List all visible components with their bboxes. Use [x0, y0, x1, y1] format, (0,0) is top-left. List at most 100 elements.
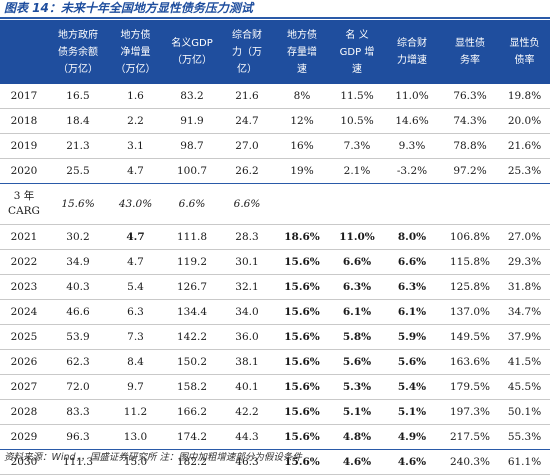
column-header-1: 地方政府 债务余额 （万亿） [48, 20, 108, 84]
column-header-5: 地方债 存量增速 [273, 20, 331, 84]
table-row: 2024 46.6 6.3 134.4 34.0 15.6% 6.1% 6.1% 137.0% 3… [0, 299, 550, 325]
table-cell [441, 183, 499, 225]
table-cell: 2.2 [108, 108, 163, 134]
table-cell: 44.3 [221, 424, 273, 450]
table-cell: 163.6% [441, 349, 499, 375]
row-year: 2026 [0, 349, 48, 375]
table-cell: 9.7 [108, 374, 163, 400]
table-cell: 4.9% [383, 424, 441, 450]
row-year-line: 3 年 [13, 190, 35, 202]
table-cell: 2.1% [331, 158, 383, 184]
table-cell: 7.3% [331, 133, 383, 159]
column-header-line: 名义GDP [171, 38, 213, 49]
table-cell: 9.3% [383, 133, 441, 159]
table-body: 2017 16.5 1.6 83.2 21.6 8% 11.5% 11.0% 76.3% 19.8… [0, 84, 550, 475]
table-cell: 25.3% [499, 158, 550, 184]
table-cell: 1.6 [108, 84, 163, 109]
table-cell: 26.2 [221, 158, 273, 184]
table-cell: 5.6% [383, 349, 441, 375]
table-cell: 11.0% [331, 224, 383, 250]
table-cell: 6.1% [331, 299, 383, 325]
column-header-line: 债务余额 [58, 46, 98, 58]
table-cell: 45.5% [499, 374, 550, 400]
column-header-line: 地方债 [120, 29, 151, 41]
table-cell: 6.6% [221, 183, 273, 225]
table-cell: 19.8% [499, 84, 550, 109]
column-header-line: 力（万 [232, 46, 262, 58]
row-year: 2022 [0, 249, 48, 275]
table-cell: 5.6% [331, 349, 383, 375]
table-cell: 27.0% [499, 224, 550, 250]
table-cell: 5.4% [383, 374, 441, 400]
column-header-line: GDP 增 [339, 46, 375, 58]
table-cell: 32.1 [221, 274, 273, 300]
column-header-line: 净增量 [120, 46, 151, 58]
column-header-2: 地方债 净增量 （万亿） [108, 20, 163, 84]
table-cell: 4.8% [331, 424, 383, 450]
debt-stress-table: 地方政府 债务余额 （万亿） 地方债 净增量 （万亿） 名义GDP （万亿） 综合财 力（万 亿）地… [0, 20, 550, 475]
table-cell: 166.2 [163, 399, 221, 425]
table-cell: 150.2 [163, 349, 221, 375]
table-cell [331, 183, 383, 225]
table-cell: 76.3% [441, 84, 499, 109]
table-cell: 42.2 [221, 399, 273, 425]
table-row: 2026 62.3 8.4 150.2 38.1 15.6% 5.6% 5.6% 163.6% 4… [0, 349, 550, 375]
row-year: 2021 [0, 224, 48, 250]
row-year: 2029 [0, 424, 48, 450]
table-cell: 15.6% [273, 374, 331, 400]
table-row: 2029 96.3 13.0 174.2 44.3 15.6% 4.8% 4.9% 217.5%… [0, 424, 550, 450]
table-cell: 83.3 [48, 399, 108, 425]
table-cell: 28.3 [221, 224, 273, 250]
table-cell: 7.3 [108, 324, 163, 350]
table-cell: 30.2 [48, 224, 108, 250]
column-header-line: 速 [352, 63, 362, 75]
column-header-line: 地方债 [287, 29, 317, 41]
table-cell: 37.9% [499, 324, 550, 350]
table-cell: 134.4 [163, 299, 221, 325]
table-cell: 106.8% [441, 224, 499, 250]
table-cell: 13.0 [108, 424, 163, 450]
table-row: 3 年 CARG 15.6% 43.0% 6.6% 6.6% [0, 183, 550, 225]
table-cell: 18.6% [273, 224, 331, 250]
table-cell: 40.1 [221, 374, 273, 400]
table-cell: 4.7 [108, 224, 163, 250]
table-cell [273, 183, 331, 225]
table-cell: 21.6 [221, 84, 273, 109]
table-cell: 31.8% [499, 274, 550, 300]
table-row: 2021 30.2 4.7 111.8 28.3 18.6% 11.0% 8.0% 106.8%… [0, 224, 550, 250]
table-cell: 20.0% [499, 108, 550, 134]
table-cell: 126.7 [163, 274, 221, 300]
column-header-line: 亿） [237, 63, 257, 75]
table-row: 2025 53.9 7.3 142.2 36.0 15.6% 5.8% 5.9% 149.5% 3… [0, 324, 550, 350]
figure-title: 图表 14：未来十年全国地方显性债务压力测试 [0, 0, 550, 19]
column-header-line: （万亿） [58, 63, 98, 75]
table-cell: 11.5% [331, 84, 383, 109]
table-cell: 30.1 [221, 249, 273, 275]
table-cell: 43.0% [108, 183, 163, 225]
table-cell: 16.5 [48, 84, 108, 109]
table-row: 2022 34.9 4.7 119.2 30.1 15.6% 6.6% 6.6% 115.8% 2… [0, 249, 550, 275]
table-cell: 8.4 [108, 349, 163, 375]
table-cell: 97.2% [441, 158, 499, 184]
table-cell: 55.3% [499, 424, 550, 450]
table-cell: -3.2% [383, 158, 441, 184]
table-cell: 11.0% [383, 84, 441, 109]
table-cell: 40.3 [48, 274, 108, 300]
table-cell: 98.7 [163, 133, 221, 159]
table-cell: 149.5% [441, 324, 499, 350]
table-cell: 19% [273, 158, 331, 184]
table-cell: 3.1 [108, 133, 163, 159]
table-cell: 158.2 [163, 374, 221, 400]
table-cell: 125.8% [441, 274, 499, 300]
table-cell: 12% [273, 108, 331, 134]
row-year: 2019 [0, 133, 48, 159]
row-year-line: CARG [8, 205, 40, 217]
column-header-line: （万亿） [172, 55, 212, 66]
row-year: 2025 [0, 324, 48, 350]
table-cell: 217.5% [441, 424, 499, 450]
column-header-line: 显性负 [509, 38, 540, 49]
table-cell: 91.9 [163, 108, 221, 134]
column-header-line: 务率 [460, 55, 480, 66]
table-cell: 24.7 [221, 108, 273, 134]
row-year: 2017 [0, 84, 48, 109]
